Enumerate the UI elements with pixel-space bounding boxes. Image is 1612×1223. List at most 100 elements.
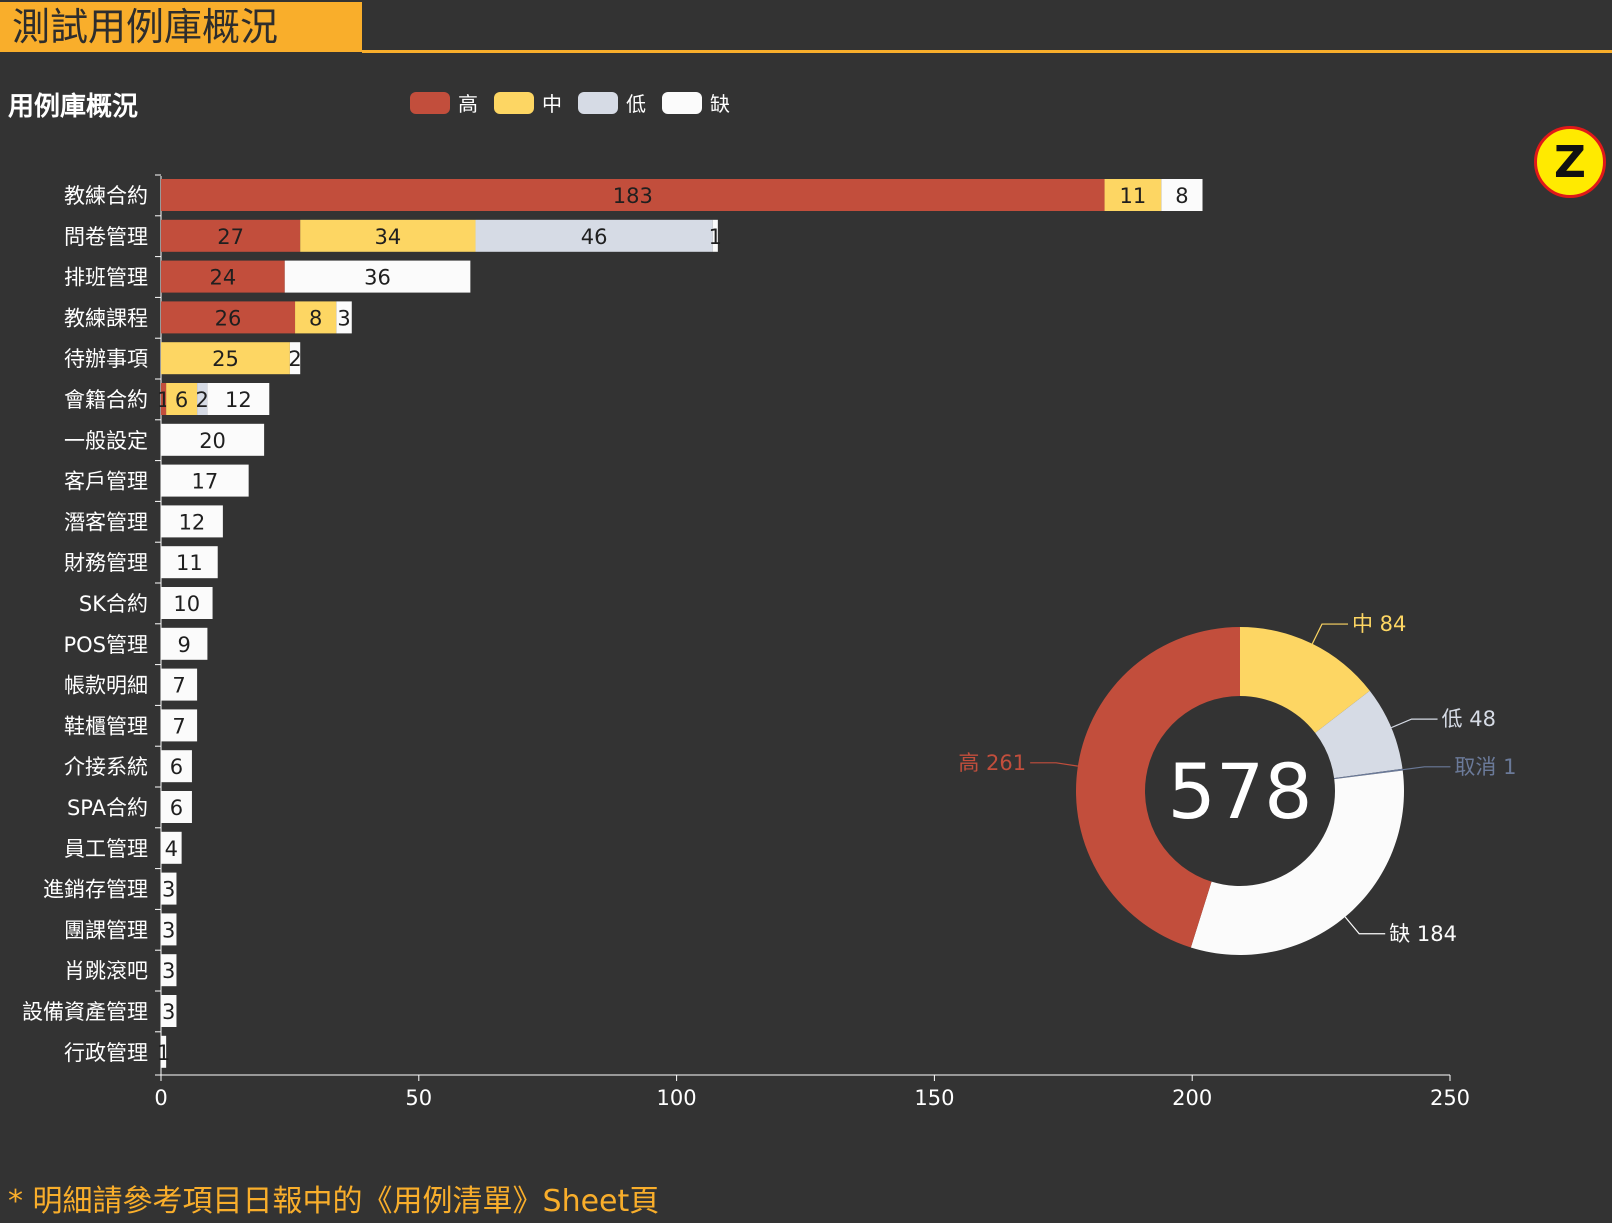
bar-value-label: 11 (1120, 184, 1147, 208)
bar-value-label: 2 (196, 388, 209, 412)
donut-slice (1334, 768, 1403, 780)
donut-slice-label: 缺 184 (1389, 922, 1457, 946)
bar-value-label: 183 (613, 184, 653, 208)
chart-legend: 高 中 低 缺 (410, 88, 746, 117)
bar-segment (295, 301, 337, 334)
bar-segment (161, 546, 218, 579)
bar-segment (161, 260, 285, 293)
bar-segment (161, 342, 290, 375)
bar-segment (161, 791, 192, 823)
y-tick-label: 肖跳滾吧 (64, 959, 148, 983)
x-tick-label: 200 (1172, 1086, 1212, 1110)
z-badge-icon[interactable]: Z (1534, 126, 1606, 198)
bar-segment (300, 219, 476, 252)
legend-swatch-medium (494, 91, 534, 114)
bar-segment (161, 750, 192, 783)
bar-value-label: 6 (170, 755, 183, 779)
bar-value-label: 34 (374, 225, 401, 249)
legend-item-medium[interactable]: 中 (494, 88, 562, 117)
bar-value-label: 24 (210, 266, 237, 290)
donut-slice-label: 高 261 (958, 751, 1026, 775)
bar-segment (161, 627, 208, 660)
y-tick-label: SK合約 (79, 592, 148, 616)
donut-center-total: 578 (1167, 747, 1312, 836)
bar-segment (1104, 179, 1162, 211)
bar-value-label: 12 (179, 510, 206, 534)
legend-swatch-low (578, 91, 618, 114)
donut-leader-line (1311, 623, 1349, 645)
legend-label-high: 高 (458, 92, 478, 116)
bar-segment (161, 709, 198, 742)
bar-segment (197, 383, 208, 415)
bar-segment (161, 872, 177, 905)
bar-value-label: 3 (162, 878, 175, 902)
bar-value-label: 9 (178, 633, 191, 657)
donut-slice (1190, 770, 1404, 955)
bar-value-label: 12 (225, 388, 252, 412)
y-tick-label: 進銷存管理 (43, 878, 148, 902)
y-tick-label: 介接系統 (64, 755, 148, 779)
bar-value-label: 7 (172, 714, 185, 738)
bar-value-label: 8 (1175, 184, 1188, 208)
donut-slice (1315, 690, 1403, 779)
x-tick-label: 50 (405, 1086, 432, 1110)
bar-value-label: 36 (364, 266, 391, 290)
bar-value-label: 1 (709, 225, 722, 249)
donut-slice (1240, 627, 1370, 733)
legend-label-medium: 中 (542, 92, 562, 116)
x-tick-label: 250 (1430, 1086, 1470, 1110)
donut-leader-line (1030, 762, 1078, 767)
bar-value-label: 10 (173, 592, 200, 616)
y-tick-label: 問卷管理 (64, 225, 148, 249)
donut-slice-label: 取消 1 (1454, 755, 1516, 779)
footnote: * 明細請參考項目日報中的《用例清單》Sheet頁 (8, 1184, 660, 1219)
bar-segment (161, 179, 1105, 211)
x-tick-label: 0 (154, 1086, 167, 1110)
bar-segment (161, 464, 249, 497)
y-tick-label: POS管理 (63, 633, 148, 657)
bar-value-label: 17 (191, 470, 218, 494)
donut-leader-line (1344, 916, 1386, 935)
x-tick-label: 150 (914, 1086, 954, 1110)
bar-segment (284, 260, 471, 293)
bar-segment (161, 995, 177, 1027)
bar-value-label: 3 (337, 306, 350, 330)
bar-value-label: 3 (162, 1000, 175, 1024)
legend-item-low[interactable]: 低 (578, 88, 646, 117)
legend-swatch-missing (662, 91, 702, 114)
y-tick-label: SPA合約 (67, 796, 148, 820)
bar-segment (289, 342, 301, 375)
y-tick-label: 排班管理 (64, 266, 148, 290)
bar-value-label: 11 (176, 551, 203, 575)
bar-segment (161, 423, 265, 456)
bar-value-label: 7 (172, 674, 185, 698)
bar-segment (161, 587, 213, 619)
bar-segment (161, 913, 177, 946)
y-tick-label: 設備資產管理 (22, 1000, 148, 1024)
bar-value-label: 3 (162, 918, 175, 942)
page-title: 測試用例庫概況 (0, 2, 362, 52)
bar-value-label: 3 (162, 959, 175, 983)
y-tick-label: 鞋櫃管理 (64, 714, 148, 738)
legend-item-missing[interactable]: 缺 (662, 88, 730, 117)
y-tick-label: 教練課程 (64, 306, 148, 330)
y-tick-label: 一般設定 (64, 429, 148, 453)
y-tick-label: 財務管理 (64, 551, 148, 575)
legend-swatch-high (410, 91, 450, 114)
bar-segment (207, 383, 270, 415)
legend-item-high[interactable]: 高 (410, 88, 478, 117)
y-tick-label: 帳款明細 (64, 674, 148, 698)
bar-value-label: 20 (199, 429, 226, 453)
donut-slice-label: 中 84 (1352, 612, 1406, 636)
bar-value-label: 26 (215, 306, 242, 330)
chart-title: 用例庫概況 (8, 92, 139, 122)
y-tick-label: 潛客管理 (64, 510, 148, 534)
bar-value-label: 6 (170, 796, 183, 820)
bar-segment (161, 505, 223, 538)
y-tick-label: 員工管理 (64, 837, 148, 861)
y-tick-label: 會籍合約 (64, 388, 148, 412)
bar-value-label: 46 (581, 225, 608, 249)
y-tick-label: 行政管理 (64, 1041, 148, 1065)
bar-value-label: 2 (288, 347, 301, 371)
